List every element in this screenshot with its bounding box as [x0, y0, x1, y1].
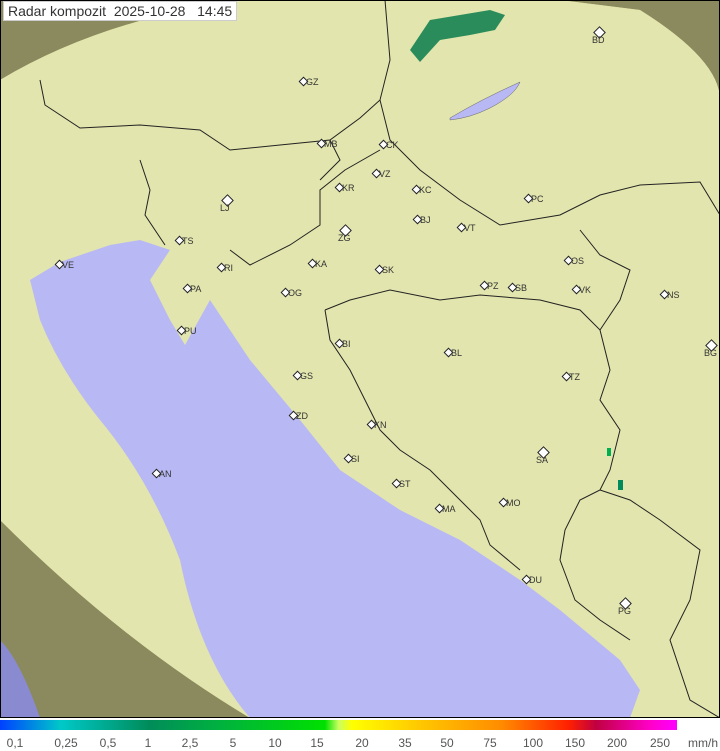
- city-label: PU: [184, 326, 197, 336]
- city-label: KR: [342, 183, 355, 193]
- city-label: LJ: [220, 203, 230, 213]
- map-title: Radar kompozit 2025-10-28 14:45: [3, 1, 238, 21]
- city-label: KC: [419, 185, 432, 195]
- legend-label: 15: [310, 736, 324, 750]
- radar-map: [0, 0, 720, 718]
- borders: [39, 0, 720, 718]
- city-label: PC: [531, 194, 544, 204]
- city-label: VE: [62, 260, 75, 270]
- city-label: BG: [704, 348, 718, 358]
- legend-label: 75: [483, 736, 497, 750]
- city-label: OS: [571, 256, 585, 266]
- city-label: TZ: [569, 372, 580, 382]
- legend-label: 20: [355, 736, 369, 750]
- city-label: BL: [451, 348, 463, 358]
- city-label: PA: [190, 284, 202, 294]
- lake-balaton: [449, 81, 521, 121]
- city-label: SA: [536, 455, 549, 465]
- title-date: 2025-10-28: [113, 3, 186, 19]
- legend-label: 250: [649, 736, 671, 750]
- legend-label: 35: [398, 736, 412, 750]
- legend-unit: mm/h: [688, 736, 718, 750]
- city-label: BI: [342, 339, 351, 349]
- city-label: PZ: [487, 281, 499, 291]
- city-label: NS: [667, 290, 680, 300]
- title-label: Radar kompozit: [8, 3, 107, 19]
- city-label: SI: [351, 454, 360, 464]
- legend-label: 200: [606, 736, 628, 750]
- radar-echoes: [410, 10, 623, 490]
- city-label: KN: [374, 420, 387, 430]
- city-label: ZG: [338, 233, 351, 243]
- city-label: CK: [386, 140, 399, 150]
- legend-label: 0,1: [6, 736, 24, 750]
- city-label: RI: [224, 263, 233, 273]
- city-label: VT: [464, 223, 476, 233]
- city-label: TS: [182, 236, 194, 246]
- adriatic-sea: [30, 240, 640, 718]
- city-label: KA: [315, 259, 328, 269]
- city-label: DU: [529, 575, 542, 585]
- city-label: GS: [300, 371, 314, 381]
- city-label: ZD: [296, 411, 308, 421]
- city-label: AN: [159, 469, 172, 479]
- city-label: MO: [506, 498, 521, 508]
- legend-label: 0,25: [54, 736, 78, 750]
- legend-label: 10: [268, 736, 282, 750]
- city-label: MB: [324, 139, 338, 149]
- city-label: ST: [399, 479, 411, 489]
- city-label: MA: [442, 504, 456, 514]
- city-label: OG: [288, 288, 303, 298]
- legend-label: 1: [144, 736, 152, 750]
- legend-label: 0,5: [99, 736, 117, 750]
- city-label: BD: [592, 35, 605, 45]
- title-time: 14:45: [197, 3, 233, 19]
- legend-label: 2,5: [181, 736, 199, 750]
- city-label: VK: [579, 285, 592, 295]
- tyrrhenian-sea: [0, 640, 40, 718]
- legend-label: 150: [564, 736, 586, 750]
- city-label: PG: [618, 606, 632, 616]
- legend-label: 100: [522, 736, 544, 750]
- legend-label: 50: [440, 736, 454, 750]
- city-label: VZ: [379, 169, 391, 179]
- city-label: SK: [382, 265, 395, 275]
- city-label: BJ: [420, 215, 431, 225]
- legend-label: 5: [229, 736, 237, 750]
- legend-color-scale: [0, 720, 677, 730]
- city-label: GZ: [306, 77, 319, 87]
- city-label: SB: [515, 283, 528, 293]
- legend-labels: 0,1 0,25 0,5 1 2,5 5 10 15 20 35 50 75 1…: [0, 736, 720, 751]
